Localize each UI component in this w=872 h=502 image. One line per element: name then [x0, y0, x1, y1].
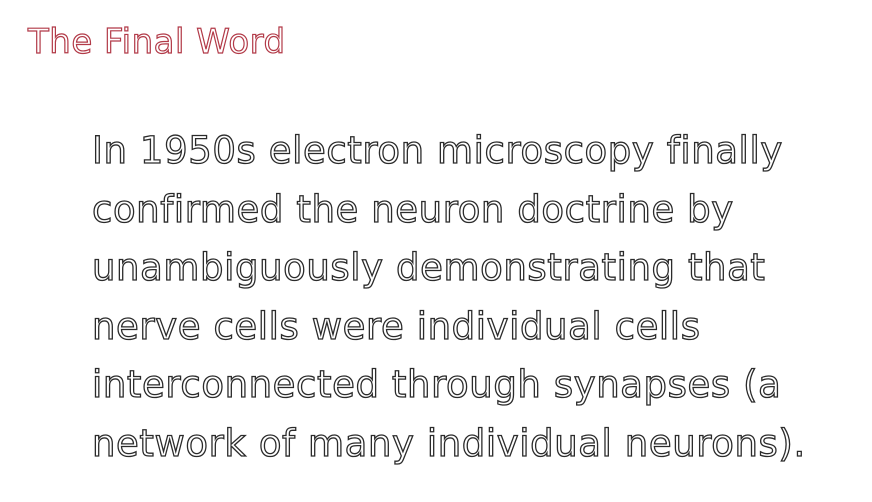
body-line-2: confirmed the neuron doctrine by [91, 187, 734, 231]
body-line-6: network of many individual neurons). [91, 421, 806, 465]
slide-body: In 1950s electron microscopy finally con… [91, 122, 852, 473]
body-line-1: In 1950s electron microscopy finally [91, 128, 783, 172]
body-line-4: nerve cells were individual cells [91, 304, 701, 348]
body-line-5: interconnected through synapses (a [91, 362, 782, 406]
slide-title: The Final Word [27, 21, 286, 62]
body-line-3: unambiguously demonstrating that [91, 245, 766, 289]
